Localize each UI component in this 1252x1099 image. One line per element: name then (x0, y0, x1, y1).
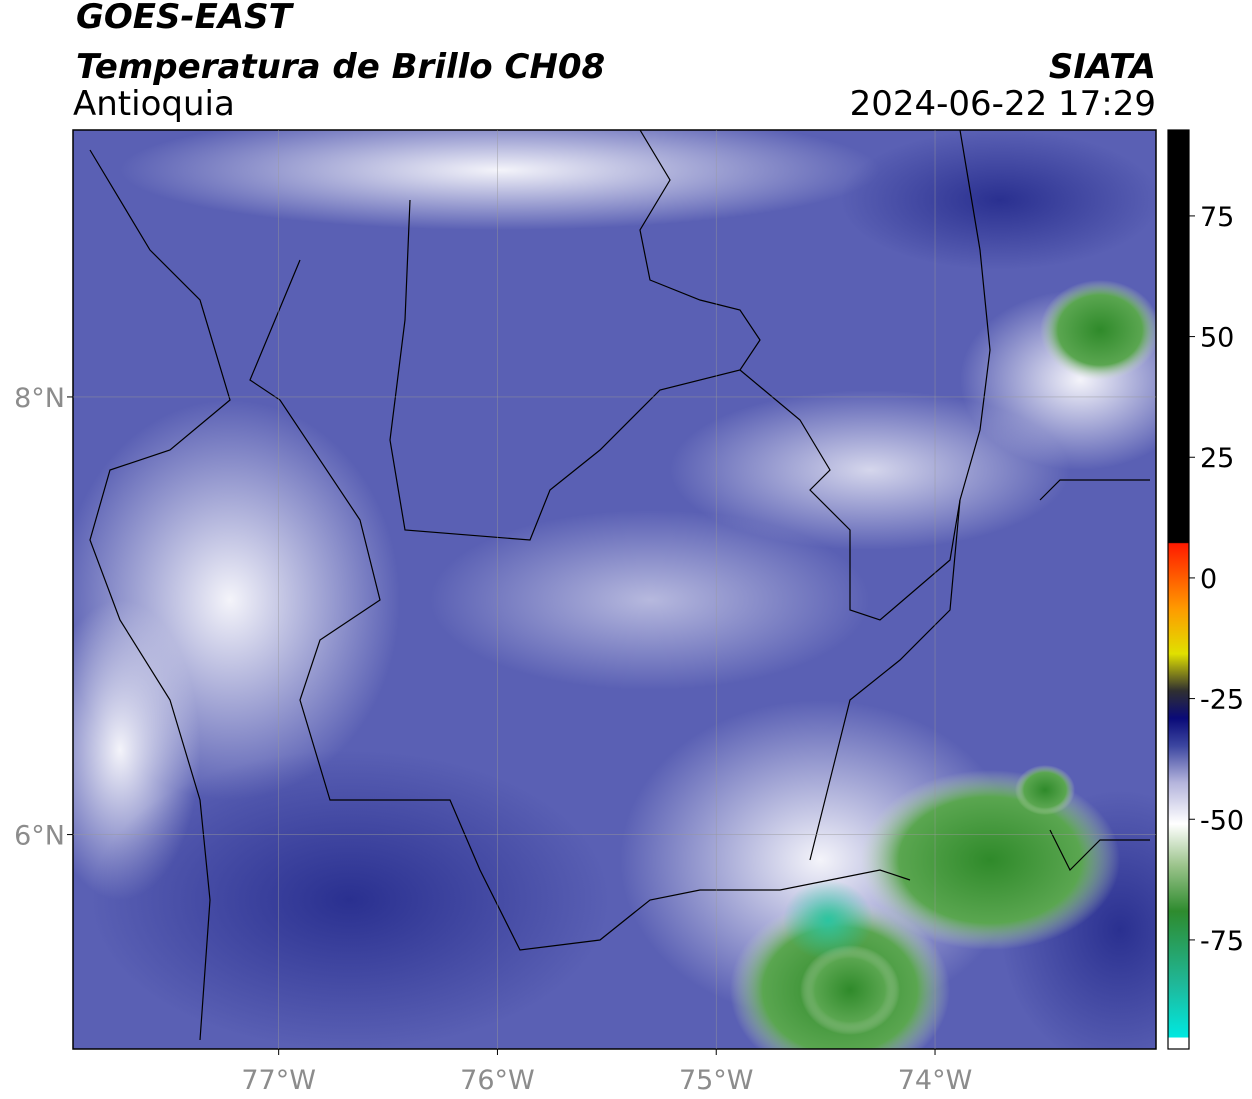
region: Antioquia (73, 84, 235, 124)
colorbar-tick-label: 0 (1200, 564, 1217, 595)
colorbar-tick-label: 75 (1200, 202, 1234, 233)
x-tick-label: 75°W (679, 1065, 754, 1096)
product-title: Temperatura de Brillo CH08 (76, 47, 605, 87)
x-tick-label: 77°W (241, 1065, 316, 1096)
colorbar-tick-label: -25 (1200, 685, 1244, 716)
map-frame (72, 129, 1157, 1050)
colorbar-tick-label: 50 (1200, 323, 1234, 354)
source: SIATA (1049, 47, 1156, 87)
colorbar-tick-label: -75 (1200, 926, 1244, 957)
datetime: 2024-06-22 17:29 (850, 84, 1156, 124)
y-tick-label: 8°N (14, 383, 65, 414)
satellite-image (73, 130, 1156, 1049)
y-tick-label: 6°N (14, 821, 65, 852)
x-tick-label: 76°W (460, 1065, 535, 1096)
satellite-title: GOES-EAST (76, 0, 295, 37)
colorbar-tick-label: 25 (1200, 443, 1234, 474)
colorbar-tick-label: -50 (1200, 805, 1244, 836)
colorbar (1167, 129, 1190, 1050)
x-tick-label: 74°W (898, 1065, 973, 1096)
